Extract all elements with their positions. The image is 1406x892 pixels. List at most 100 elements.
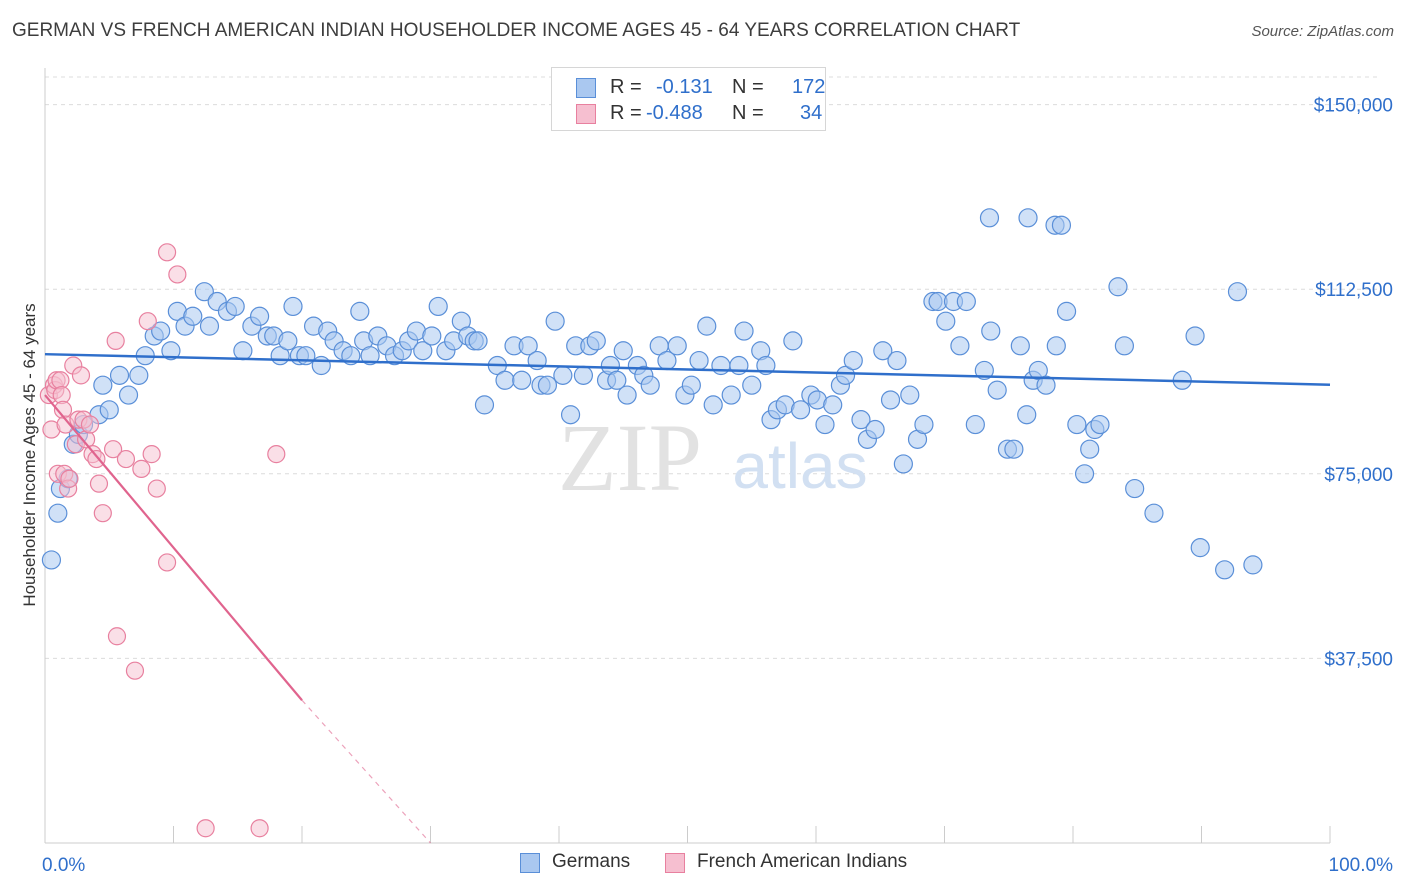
germans-point — [1114, 336, 1135, 356]
germans-point — [495, 370, 515, 390]
source-label: Source: ZipAtlas.com — [1251, 23, 1394, 40]
watermark-zip: ZIP — [558, 404, 702, 511]
french-american-indians-point — [87, 449, 106, 469]
germans-point — [553, 365, 573, 385]
germans-point — [1018, 208, 1038, 228]
germans-point — [474, 395, 495, 415]
germans-point — [987, 380, 1007, 400]
french-american-indians-points — [39, 243, 286, 838]
germans-point — [974, 360, 994, 381]
germans-point — [1051, 215, 1072, 235]
germans-point — [880, 390, 901, 410]
correlation-legend: R = -0.131 N = 172 R = -0.488 N = 34 — [551, 67, 826, 131]
germans-point — [296, 346, 316, 366]
french-american-indians-point — [132, 459, 151, 478]
legend-label-french-american-indians: French American Indians — [697, 851, 908, 872]
french-american-indians-point — [168, 265, 187, 284]
french-american-indians-trend-line — [44, 394, 303, 701]
germans-point — [151, 321, 171, 341]
germans-point — [681, 375, 701, 395]
germans-point — [1090, 414, 1110, 435]
french-american-indians-point — [107, 627, 127, 646]
legend-swatch-blue — [576, 78, 596, 98]
germans-point — [249, 306, 270, 326]
germans-point — [742, 375, 762, 395]
germans-point — [950, 336, 970, 356]
legend-r-label: R = — [610, 102, 642, 124]
germans-point — [1125, 478, 1145, 499]
germans-point — [703, 395, 723, 415]
germans-points — [41, 208, 1263, 580]
chart-title: GERMAN VS FRENCH AMERICAN INDIAN HOUSEHO… — [12, 20, 1021, 41]
germans-point — [41, 550, 62, 570]
germans-point — [48, 503, 68, 523]
germans-point — [1004, 439, 1024, 459]
germans-point — [118, 385, 139, 405]
germans-point — [1108, 277, 1128, 297]
french-american-indians-point — [267, 445, 286, 464]
germans-point — [545, 311, 565, 331]
legend-r-value: -0.131 — [656, 76, 713, 98]
germans-point — [965, 414, 985, 435]
germans-point — [689, 350, 709, 371]
germans-point — [721, 385, 741, 405]
germans-point — [560, 405, 581, 425]
y-tick-label: $112,500 — [1315, 280, 1393, 301]
germans-point — [1036, 375, 1056, 395]
germans-point — [823, 395, 843, 415]
germans-point — [199, 316, 220, 336]
legend-n-label: N = — [732, 76, 764, 98]
germans-point — [468, 331, 488, 351]
french-american-indians-point — [71, 366, 91, 385]
germans-point — [956, 291, 976, 312]
germans-point — [607, 370, 627, 390]
germans-point — [1215, 560, 1235, 580]
germans-point — [1056, 301, 1077, 321]
french-american-indians-point — [157, 243, 177, 262]
french-american-indians-trend-extension — [301, 699, 431, 844]
germans-point — [843, 350, 863, 371]
germans-point — [1185, 326, 1205, 346]
germans-point — [422, 326, 442, 346]
legend-label-germans: Germans — [552, 851, 631, 872]
germans-point — [613, 341, 633, 361]
germans-point — [914, 414, 934, 435]
germans-point — [790, 400, 811, 420]
germans-point — [1144, 503, 1164, 523]
french-american-indians-point — [89, 474, 109, 493]
germans-point — [900, 385, 920, 405]
germans-point — [887, 350, 907, 371]
legend-n-value: 172 — [792, 76, 826, 98]
germans-point — [283, 296, 303, 317]
germans-point — [225, 296, 245, 317]
x-tick-label-max: 100.0% — [1329, 855, 1394, 876]
germans-point — [1243, 555, 1263, 575]
french-american-indians-point — [138, 312, 157, 331]
french-american-indians-point — [142, 445, 161, 464]
germans-point — [1067, 414, 1087, 435]
french-american-indians-point — [60, 469, 79, 488]
germans-point — [129, 365, 149, 385]
germans-point — [1074, 464, 1095, 484]
germans-point — [586, 331, 606, 351]
germans-point — [233, 341, 253, 361]
germans-point — [865, 419, 885, 440]
watermark-atlas: atlas — [732, 430, 867, 502]
germans-point — [981, 321, 1001, 341]
legend-n-value: 34 — [800, 102, 823, 124]
germans-point — [1010, 336, 1030, 356]
germans-point — [311, 355, 331, 376]
french-american-indians-point — [80, 415, 100, 434]
germans-point — [1080, 439, 1100, 459]
germans-point — [667, 336, 687, 356]
french-american-indians-point — [147, 479, 166, 498]
legend-r-value: -0.488 — [646, 102, 703, 124]
french-american-indians-point — [157, 553, 177, 572]
germans-point — [194, 282, 214, 302]
legend-n-label: N = — [732, 102, 764, 124]
legend-swatch-pink — [576, 104, 596, 124]
y-tick-label: $150,000 — [1314, 96, 1393, 117]
french-american-indians-point — [116, 449, 136, 469]
germans-point — [936, 311, 956, 331]
germans-point — [1028, 360, 1048, 381]
